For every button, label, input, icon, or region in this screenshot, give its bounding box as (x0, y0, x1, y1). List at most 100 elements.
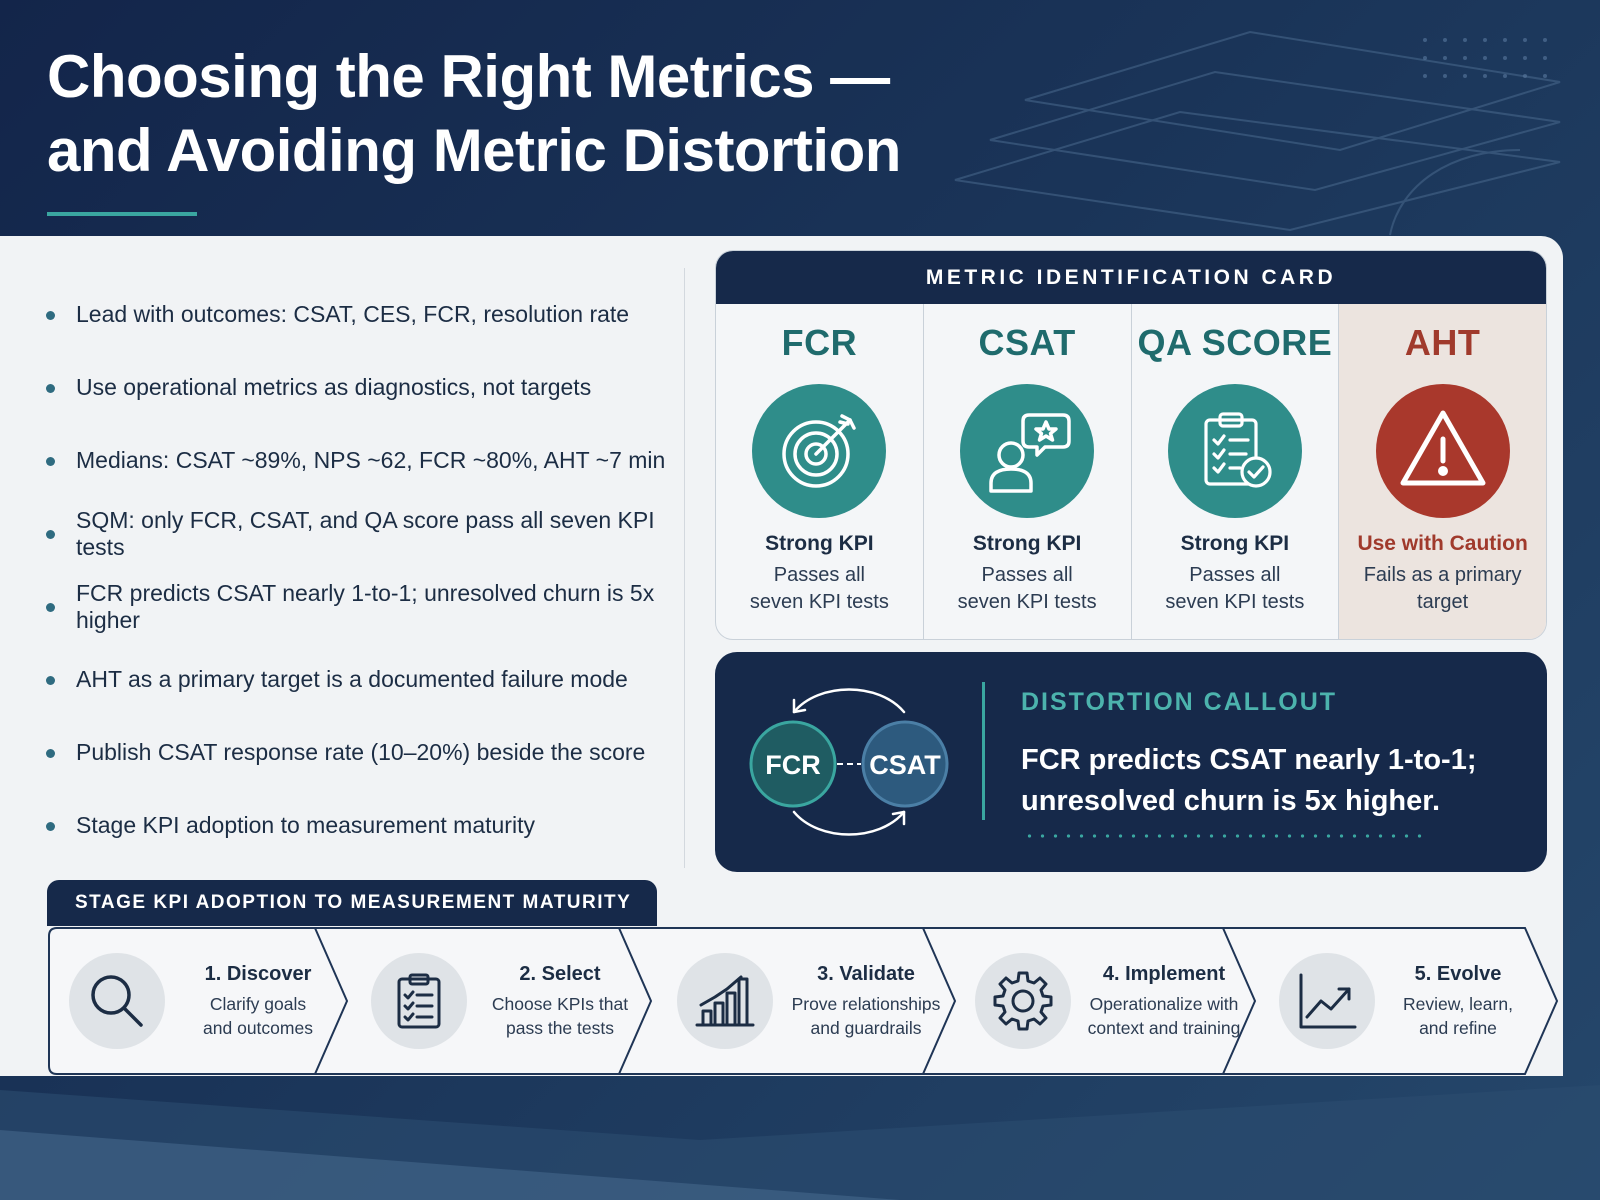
warning-icon (1375, 384, 1510, 518)
metric-csat: CSAT Strong KPI Passes all seven KPI tes… (924, 304, 1132, 639)
bullet-item: AHT as a primary target is a documented … (46, 643, 676, 716)
step-description: Clarify goals and outcomes (173, 992, 343, 1040)
callout-accent-line (982, 682, 985, 820)
metric-name: CSAT (978, 322, 1076, 363)
bullet-dot (46, 311, 55, 320)
bullet-text: FCR predicts CSAT nearly 1-to-1; unresol… (76, 579, 655, 633)
csat-node-label: CSAT (869, 750, 941, 780)
stage-step-validate: 3. Validate Prove relationships and guar… (677, 926, 951, 1076)
page-title: Choosing the Right Metrics — and Avoidin… (47, 40, 901, 188)
metric-description: Passes all seven KPI tests (924, 562, 1131, 616)
metric-identification-card: METRIC IDENTIFICATION CARD FCR Strong KP… (715, 250, 1547, 640)
bullet-text: Medians: CSAT ~89%, NPS ~62, FCR ~80%, A… (76, 447, 666, 473)
step-desc-line: Operationalize with (1089, 993, 1239, 1014)
step-desc-line: Clarify goals (209, 993, 307, 1014)
bullet-dot (46, 384, 55, 393)
bullet-text: Publish CSAT response rate (10–20%) besi… (76, 739, 646, 765)
target-icon (752, 384, 887, 518)
title-line-2: and Avoiding Metric Distortion (47, 117, 901, 184)
callout-line-1: FCR predicts CSAT nearly 1-to-1; (1021, 744, 1477, 776)
magnifier-icon (69, 953, 165, 1049)
stage-step-implement: 4. Implement Operationalize with context… (975, 926, 1249, 1076)
bullet-item: Use operational metrics as diagnostics, … (46, 351, 676, 424)
step-title: 5. Evolve (1414, 962, 1502, 985)
step-desc-line: pass the tests (506, 1017, 614, 1038)
step-desc-line: Prove relationships (791, 993, 941, 1014)
metric-card-heading: METRIC IDENTIFICATION CARD (716, 251, 1546, 304)
metric-qa-score: QA SCORE Strong KPI Passes all seven KPI… (1132, 304, 1340, 639)
step-title: 4. Implement (1102, 962, 1226, 985)
callout-text: FCR predicts CSAT nearly 1-to-1; unresol… (1021, 740, 1521, 822)
step-description: Operationalize with context and training (1079, 992, 1249, 1040)
bullet-item: Medians: CSAT ~89%, NPS ~62, FCR ~80%, A… (46, 424, 676, 497)
bullet-dot (46, 530, 55, 539)
bullet-dot (46, 749, 55, 758)
stage-step-discover: 1. Discover Clarify goals and outcomes (69, 926, 343, 1076)
callout-label: DISTORTION CALLOUT (1021, 688, 1338, 716)
bullet-text: Lead with outcomes: CSAT, CES, FCR, reso… (76, 301, 630, 327)
stage-process-strip: 1. Discover Clarify goals and outcomes 2… (47, 926, 1561, 1076)
bullet-dot (46, 457, 55, 466)
bullet-item: Stage KPI adoption to measurement maturi… (46, 789, 676, 862)
stage-step-evolve: 5. Evolve Review, learn, and refine (1279, 926, 1533, 1076)
bullet-text: Use operational metrics as diagnostics, … (76, 374, 592, 400)
metric-name: AHT (1404, 322, 1481, 363)
step-desc-line: and refine (1419, 1017, 1497, 1038)
metric-status: Use with Caution (1357, 532, 1528, 555)
metric-desc-line: Passes all (773, 564, 865, 586)
stage-step-select: 2. Select Choose KPIs that pass the test… (371, 926, 645, 1076)
csat-node (861, 720, 949, 808)
metric-status: Strong KPI (765, 532, 874, 555)
bullet-item: FCR predicts CSAT nearly 1-to-1; unresol… (46, 570, 676, 643)
column-divider (684, 268, 685, 868)
bullet-dot (46, 676, 55, 685)
fcr-node (749, 720, 837, 808)
metric-description: Fails as a primary target (1339, 562, 1546, 616)
metric-description: Passes all seven KPI tests (716, 562, 923, 616)
metric-name: FCR (781, 322, 858, 363)
bullet-text: AHT as a primary target is a documented … (76, 666, 628, 692)
metric-desc-line: seven KPI tests (957, 591, 1097, 613)
bullet-list: Lead with outcomes: CSAT, CES, FCR, reso… (46, 278, 676, 862)
step-title: 2. Select (519, 962, 601, 985)
metric-desc-line: seven KPI tests (1165, 591, 1305, 613)
metric-status: Strong KPI (972, 532, 1082, 555)
step-description: Choose KPIs that pass the tests (475, 992, 645, 1040)
step-title: 1. Discover (204, 962, 312, 985)
title-line-1: Choosing the Right Metrics — (47, 43, 890, 110)
bar-chart-icon (677, 953, 773, 1049)
bullet-dot (46, 822, 55, 831)
metric-desc-line: Passes all (981, 564, 1073, 586)
fcr-node-label: FCR (765, 750, 821, 780)
step-desc-line: Review, learn, (1403, 993, 1513, 1014)
bullet-dot (46, 603, 55, 612)
bullet-item: SQM: only FCR, CSAT, and QA score pass a… (46, 497, 676, 570)
metric-desc-line: Fails as a primary (1363, 564, 1522, 586)
metric-desc-line: target (1417, 591, 1469, 613)
gear-icon (975, 953, 1071, 1049)
metric-desc-line: seven KPI tests (749, 591, 889, 613)
metric-desc-line: Passes all (1189, 564, 1281, 586)
bullet-text: SQM: only FCR, CSAT, and QA score pass a… (76, 506, 655, 560)
customer-star-icon (960, 384, 1095, 518)
bullet-item: Publish CSAT response rate (10–20%) besi… (46, 716, 676, 789)
title-underline (47, 212, 197, 216)
metric-fcr: FCR Strong KPI Passes all seven KPI test… (716, 304, 924, 639)
step-desc-line: context and training (1087, 1017, 1241, 1038)
bullet-text: Stage KPI adoption to measurement maturi… (76, 812, 535, 838)
step-description: Prove relationships and guardrails (781, 992, 951, 1040)
trend-up-icon (1279, 953, 1375, 1049)
step-desc-line: Choose KPIs that (491, 993, 629, 1014)
clipboard-check-icon (1167, 384, 1302, 518)
callout-line-2: unresolved churn is 5x higher. (1021, 785, 1441, 817)
step-title: 3. Validate (817, 962, 915, 985)
step-description: Review, learn, and refine (1383, 992, 1533, 1040)
metric-description: Passes all seven KPI tests (1132, 562, 1339, 616)
fcr-csat-cycle-diagram: FCR CSAT (749, 688, 949, 836)
step-desc-line: and outcomes (203, 1017, 313, 1038)
metric-aht: AHT Use with Caution Fails as a primary … (1339, 304, 1546, 639)
stage-section-heading: STAGE KPI ADOPTION TO MEASUREMENT MATURI… (47, 880, 657, 926)
distortion-callout: FCR CSAT DISTORTION CALLOUT FCR predicts… (715, 652, 1547, 872)
dotted-divider (1023, 834, 1423, 838)
